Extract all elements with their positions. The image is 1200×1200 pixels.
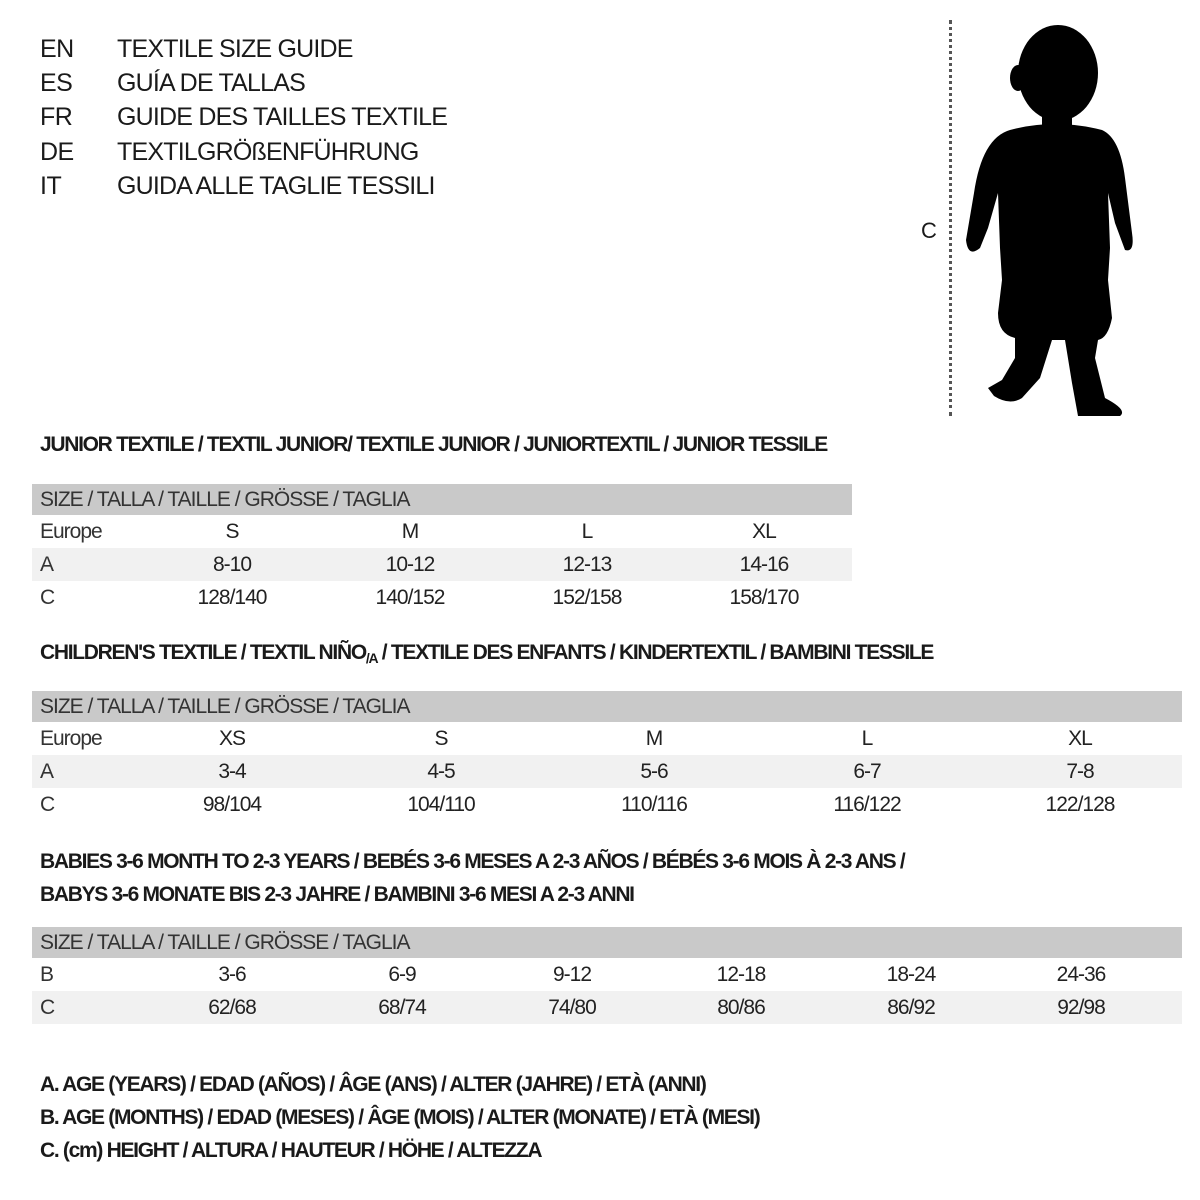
cell: 116/122 bbox=[833, 792, 901, 816]
cell: 68/74 bbox=[378, 995, 427, 1019]
cell: 12-13 bbox=[562, 552, 613, 576]
table-row: A 8-10 10-12 12-13 14-16 bbox=[32, 548, 852, 581]
table-header-row: SIZE / TALLA / TAILLE / GRÖSSE / TAGLIA bbox=[32, 691, 1182, 722]
row-label: Europe bbox=[40, 519, 103, 543]
children-section-title: CHILDREN'S TEXTILE / TEXTIL NIÑO/A / TEX… bbox=[40, 641, 935, 666]
legend-a: A. AGE (YEARS) / EDAD (AÑOS) / ÂGE (ANS)… bbox=[40, 1073, 707, 1096]
title-text: GUIDA ALLE TAGLIE TESSILI bbox=[117, 172, 435, 200]
header-label: SIZE / TALLA / TAILLE / GRÖSSE / TAGLIA bbox=[40, 930, 410, 954]
child-silhouette-icon bbox=[966, 25, 1133, 416]
cell: 74/80 bbox=[548, 995, 597, 1019]
cell: 6-9 bbox=[388, 962, 416, 986]
cell: XS bbox=[218, 726, 246, 750]
cell: 122/128 bbox=[1045, 792, 1116, 816]
table-row: C 98/104 104/110 110/116 116/122 122/128 bbox=[32, 788, 1182, 821]
cell: 140/152 bbox=[375, 585, 446, 609]
row-label: A bbox=[40, 759, 54, 783]
row-label: C bbox=[40, 995, 55, 1019]
table-header-row: SIZE / TALLA / TAILLE / GRÖSSE / TAGLIA bbox=[32, 927, 1182, 958]
cell: 98/104 bbox=[202, 792, 262, 816]
babies-size-table: SIZE / TALLA / TAILLE / GRÖSSE / TAGLIA … bbox=[32, 927, 1182, 1024]
cell: 4-5 bbox=[427, 759, 455, 783]
cell: 8-10 bbox=[212, 552, 252, 576]
cell: S bbox=[434, 726, 448, 750]
cell: L bbox=[581, 519, 594, 543]
cell: L bbox=[861, 726, 874, 750]
title-text: TEXTILGRÖßENFÜHRUNG bbox=[117, 138, 419, 166]
legend-c: C. (cm) HEIGHT / ALTURA / HAUTEUR / HÖHE… bbox=[40, 1139, 543, 1162]
title-part: CHILDREN'S TEXTILE / TEXTIL NIÑO bbox=[40, 641, 367, 664]
cell: 62/68 bbox=[208, 995, 257, 1019]
legend-b: B. AGE (MONTHS) / EDAD (MESES) / ÂGE (MO… bbox=[40, 1106, 761, 1129]
table-row: C 128/140 140/152 152/158 158/170 bbox=[32, 581, 852, 614]
row-label: C bbox=[40, 792, 55, 816]
title-text: TEXTILE SIZE GUIDE bbox=[117, 35, 353, 63]
babies-section-title-line1: BABIES 3-6 MONTH TO 2-3 YEARS / BEBÉS 3-… bbox=[40, 850, 906, 873]
cell: 9-12 bbox=[552, 962, 592, 986]
title-text: GUIDE DES TAILLES TEXTILE bbox=[117, 103, 448, 131]
title-text: GUÍA DE TALLAS bbox=[117, 69, 306, 97]
table-row: B 3-6 6-9 9-12 12-18 18-24 24-36 bbox=[32, 958, 1182, 991]
cell: 18-24 bbox=[886, 962, 937, 986]
cell: 5-6 bbox=[640, 759, 668, 783]
cell: 6-7 bbox=[853, 759, 881, 783]
lang-code: IT bbox=[40, 172, 62, 200]
header-label: SIZE / TALLA / TAILLE / GRÖSSE / TAGLIA bbox=[40, 694, 410, 718]
lang-code: FR bbox=[40, 103, 73, 131]
row-label: A bbox=[40, 552, 54, 576]
lang-code: EN bbox=[40, 35, 74, 63]
junior-section-title: JUNIOR TEXTILE / TEXTIL JUNIOR/ TEXTILE … bbox=[40, 433, 828, 456]
row-label: C bbox=[40, 585, 55, 609]
children-size-table: SIZE / TALLA / TAILLE / GRÖSSE / TAGLIA … bbox=[32, 691, 1182, 821]
cell: 110/116 bbox=[621, 792, 688, 816]
table-row: Europe S M L XL bbox=[32, 515, 852, 548]
row-label: B bbox=[40, 962, 54, 986]
cell: M bbox=[401, 519, 419, 543]
cell: 152/158 bbox=[552, 585, 623, 609]
height-dotted-line bbox=[949, 20, 952, 416]
cell: 14-16 bbox=[739, 552, 790, 576]
cell: 104/110 bbox=[407, 792, 475, 816]
cell: S bbox=[225, 519, 239, 543]
cell: 80/86 bbox=[717, 995, 766, 1019]
cell: 24-36 bbox=[1056, 962, 1107, 986]
babies-section-title-line2: BABYS 3-6 MONATE BIS 2-3 JAHRE / BAMBINI… bbox=[40, 883, 635, 906]
cell: 158/170 bbox=[729, 585, 800, 609]
title-part: / TEXTILE DES ENFANTS / KINDERTEXTIL / B… bbox=[377, 641, 935, 664]
table-row: Europe XS S M L XL bbox=[32, 722, 1182, 755]
height-label: C bbox=[921, 218, 937, 243]
cell: 86/92 bbox=[887, 995, 936, 1019]
cell: 12-18 bbox=[716, 962, 767, 986]
table-row: A 3-4 4-5 5-6 6-7 7-8 bbox=[32, 755, 1182, 788]
cell: M bbox=[645, 726, 663, 750]
cell: XL bbox=[1068, 726, 1093, 750]
cell: XL bbox=[752, 519, 777, 543]
cell: 3-4 bbox=[218, 759, 246, 783]
row-label: Europe bbox=[40, 726, 103, 750]
title-subscript: /A bbox=[365, 650, 379, 666]
cell: 10-12 bbox=[385, 552, 436, 576]
cell: 92/98 bbox=[1057, 995, 1106, 1019]
cell: 7-8 bbox=[1066, 759, 1094, 783]
cell: 128/140 bbox=[197, 585, 268, 609]
cell: 3-6 bbox=[218, 962, 246, 986]
lang-code: DE bbox=[40, 138, 74, 166]
header-label: SIZE / TALLA / TAILLE / GRÖSSE / TAGLIA bbox=[40, 487, 410, 511]
table-row: C 62/68 68/74 74/80 80/86 86/92 92/98 bbox=[32, 991, 1182, 1024]
junior-size-table: SIZE / TALLA / TAILLE / GRÖSSE / TAGLIA … bbox=[32, 484, 852, 614]
lang-code: ES bbox=[40, 69, 73, 97]
table-header-row: SIZE / TALLA / TAILLE / GRÖSSE / TAGLIA bbox=[32, 484, 852, 515]
